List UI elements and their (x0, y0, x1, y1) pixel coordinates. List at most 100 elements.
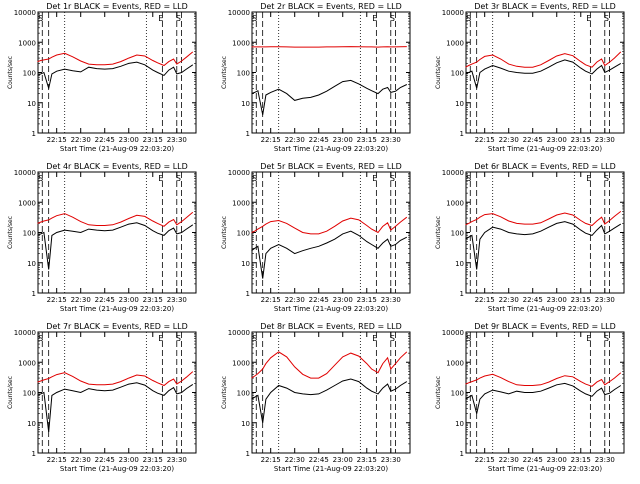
y-tick-label: 1 (246, 290, 250, 298)
event-marker-label: E (586, 334, 591, 343)
series-line-lld (37, 371, 194, 387)
x-tick-label: 23:30 (167, 456, 187, 464)
x-tick-label: 22:15 (475, 456, 495, 464)
series-line-events (251, 378, 408, 423)
event-marker-label: S (252, 334, 257, 343)
y-tick-label: 10000 (14, 329, 36, 337)
x-tick-label: 23:30 (167, 296, 187, 304)
x-axis-label: Start Time (21-Aug-09 22:03:20) (60, 305, 174, 313)
x-tick-label: 22:30 (71, 136, 91, 144)
x-tick-label: 23:15 (571, 296, 591, 304)
y-tick-label: 1000 (446, 199, 464, 207)
y-tick-label: 1000 (18, 359, 36, 367)
series-line-lld (37, 211, 194, 227)
x-tick-label: 23:15 (143, 456, 163, 464)
x-tick-label: 23:15 (357, 296, 377, 304)
x-tick-label: 23:30 (381, 136, 401, 144)
event-marker-label: S (176, 334, 181, 343)
event-marker-label: S (466, 334, 471, 343)
series-line-events (251, 79, 408, 115)
x-tick-label: 22:15 (261, 136, 281, 144)
series-line-events (465, 59, 622, 89)
x-tick-label: 22:30 (71, 456, 91, 464)
x-axis-label: Start Time (21-Aug-09 22:03:20) (488, 145, 602, 153)
x-axis-label: Start Time (21-Aug-09 22:03:20) (274, 145, 388, 153)
chart-panel-2: Det 2r BLACK = Events, RED = LLD 1 10 100 10… (221, 2, 411, 153)
y-tick-label: 10 (241, 260, 250, 268)
y-axis-label: Counts/sec (435, 376, 442, 409)
x-tick-label: 22:15 (47, 136, 67, 144)
event-marker-label: S (252, 14, 257, 23)
y-tick-label: 10000 (228, 9, 250, 17)
chart-title: Det 9r BLACK = Events, RED = LLD (474, 322, 616, 331)
x-tick-label: 22:15 (47, 456, 67, 464)
chart-title: Det 1r BLACK = Events, RED = LLD (46, 2, 188, 11)
chart-panel-9: Det 9r BLACK = Events, RED = LLD 1 10 100 10… (435, 322, 625, 473)
x-tick-label: 22:30 (71, 296, 91, 304)
chart-title: Det 5r BLACK = Events, RED = LLD (260, 162, 402, 171)
plot-frame (465, 11, 625, 134)
x-tick-label: 23:15 (357, 136, 377, 144)
x-tick-label: 23:00 (119, 296, 139, 304)
y-axis-label: Counts/sec (7, 216, 14, 249)
x-tick-label: 22:30 (499, 456, 519, 464)
x-tick-label: 22:45 (523, 456, 543, 464)
x-tick-label: 23:00 (333, 136, 353, 144)
series-line-lld (465, 51, 622, 68)
plot-frame (465, 331, 625, 454)
event-marker-label: E (586, 14, 591, 23)
chart-title: Det 2r BLACK = Events, RED = LLD (260, 2, 402, 11)
y-axis-label: Counts/sec (221, 376, 228, 409)
chart-panel-4: Det 4r BLACK = Events, RED = LLD 1 10 100 10… (7, 162, 197, 313)
x-tick-label: 23:30 (381, 456, 401, 464)
chart-title: Det 4r BLACK = Events, RED = LLD (46, 162, 188, 171)
y-axis-label: Counts/sec (221, 56, 228, 89)
series-line-events (37, 222, 194, 270)
y-tick-label: 100 (451, 230, 464, 238)
y-tick-label: 1 (460, 290, 464, 298)
x-tick-label: 22:30 (285, 136, 305, 144)
series-line-events (465, 382, 622, 414)
y-tick-label: 1000 (232, 199, 250, 207)
x-tick-label: 22:30 (285, 456, 305, 464)
series-line-events (251, 230, 408, 279)
series-line-lld (37, 51, 194, 67)
x-axis-label: Start Time (21-Aug-09 22:03:20) (274, 465, 388, 473)
event-marker-label: S (38, 334, 43, 343)
y-tick-label: 100 (23, 230, 36, 238)
x-tick-label: 22:45 (309, 136, 329, 144)
x-tick-label: 22:45 (523, 136, 543, 144)
series-line-events (465, 221, 622, 270)
y-tick-label: 1000 (232, 359, 250, 367)
y-tick-label: 1000 (446, 359, 464, 367)
x-axis-label: Start Time (21-Aug-09 22:03:20) (274, 305, 388, 313)
x-tick-label: 22:45 (309, 296, 329, 304)
event-marker-label: E (372, 14, 377, 23)
y-tick-label: 10 (27, 260, 36, 268)
x-tick-label: 23:30 (595, 296, 615, 304)
event-marker-label: S (604, 174, 609, 183)
y-tick-label: 10 (455, 100, 464, 108)
x-tick-label: 22:45 (95, 296, 115, 304)
x-tick-label: 22:15 (475, 296, 495, 304)
event-marker-label: S (466, 14, 471, 23)
x-tick-label: 23:15 (143, 296, 163, 304)
y-tick-label: 10000 (14, 9, 36, 17)
plot-frame (37, 11, 197, 134)
plot-frame (465, 171, 625, 294)
x-tick-label: 23:00 (547, 296, 567, 304)
y-tick-label: 1 (246, 450, 250, 458)
chart-panel-1: Det 1r BLACK = Events, RED = LLD 1 10 100 10… (7, 2, 197, 153)
y-tick-label: 1 (32, 130, 36, 138)
event-marker-label: S (604, 14, 609, 23)
y-tick-label: 10000 (228, 329, 250, 337)
series-line-lld (251, 46, 407, 48)
chart-title: Det 3r BLACK = Events, RED = LLD (474, 2, 616, 11)
plot-frame (37, 171, 197, 294)
plot-frame (37, 331, 197, 454)
plot-frame (251, 331, 411, 454)
x-tick-label: 23:00 (333, 296, 353, 304)
x-tick-label: 23:00 (119, 136, 139, 144)
y-tick-label: 1000 (18, 199, 36, 207)
chart-panel-5: Det 5r BLACK = Events, RED = LLD 1 10 100 10… (221, 162, 411, 313)
